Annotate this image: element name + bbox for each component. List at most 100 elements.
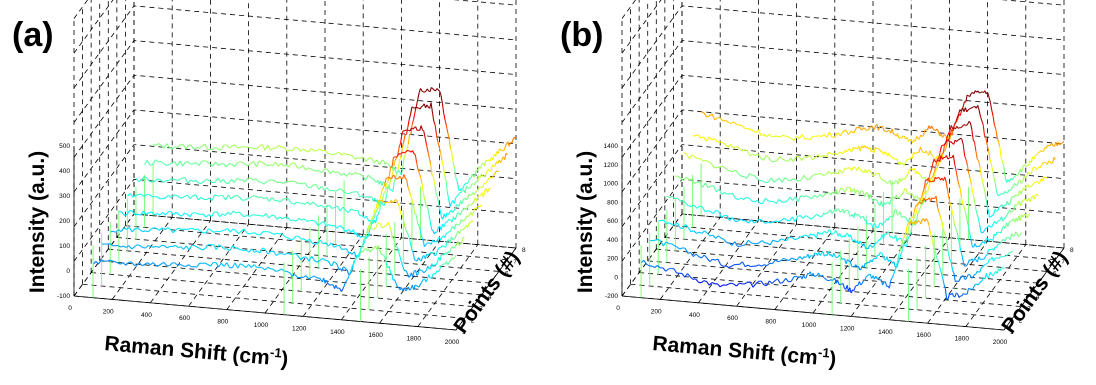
series-segment bbox=[779, 220, 782, 221]
series-segment bbox=[946, 155, 947, 159]
series-segment bbox=[335, 262, 336, 263]
series-segment bbox=[860, 241, 861, 244]
series-segment bbox=[710, 235, 713, 236]
series-segment bbox=[462, 237, 463, 242]
series-segment bbox=[850, 261, 851, 266]
series-segment bbox=[188, 162, 191, 164]
series-segment bbox=[966, 124, 967, 126]
series-segment bbox=[328, 283, 329, 284]
series-segment bbox=[956, 293, 957, 294]
series-segment bbox=[981, 242, 982, 244]
series-segment bbox=[892, 275, 893, 278]
series-segment bbox=[832, 233, 833, 235]
series-segment bbox=[238, 264, 241, 268]
series-segment bbox=[419, 258, 420, 261]
series-segment bbox=[496, 152, 497, 157]
series-segment bbox=[1032, 184, 1033, 186]
series-segment bbox=[879, 173, 880, 178]
series-segment bbox=[972, 129, 973, 139]
series-segment bbox=[851, 151, 852, 152]
series-segment bbox=[996, 232, 997, 236]
series-segment bbox=[349, 173, 352, 175]
series-segment bbox=[434, 121, 435, 125]
series-segment bbox=[802, 134, 805, 139]
series-segment bbox=[357, 174, 360, 175]
series-segment bbox=[173, 230, 176, 233]
series-segment bbox=[719, 166, 722, 167]
series-segment bbox=[731, 283, 734, 284]
series-segment bbox=[228, 228, 231, 232]
series-segment bbox=[949, 130, 950, 133]
series-segment bbox=[356, 257, 357, 258]
series-segment bbox=[1006, 215, 1007, 217]
series-segment bbox=[247, 215, 250, 217]
series-segment bbox=[235, 145, 238, 148]
series-segment bbox=[183, 144, 186, 149]
series-segment bbox=[815, 195, 818, 197]
series-segment bbox=[696, 279, 699, 282]
series-segment bbox=[306, 257, 309, 261]
series-segment bbox=[733, 147, 736, 149]
series-segment bbox=[330, 171, 333, 174]
series-segment bbox=[703, 137, 706, 141]
series-segment bbox=[1029, 161, 1030, 166]
series-segment bbox=[1004, 217, 1005, 219]
series-segment bbox=[393, 182, 394, 191]
series-segment bbox=[694, 182, 697, 183]
series-segment bbox=[429, 158, 430, 164]
series-segment bbox=[320, 149, 323, 151]
series-segment bbox=[975, 258, 976, 260]
series-segment bbox=[388, 222, 389, 226]
series-segment bbox=[177, 180, 180, 181]
series-segment bbox=[756, 130, 759, 133]
series-segment bbox=[652, 266, 655, 267]
series-segment bbox=[994, 247, 995, 251]
series-segment bbox=[470, 195, 471, 196]
series-segment bbox=[157, 228, 160, 230]
series-segment bbox=[452, 211, 453, 213]
series-segment bbox=[982, 232, 983, 233]
series-segment bbox=[943, 277, 944, 284]
series-segment bbox=[474, 208, 475, 212]
series-segment bbox=[728, 122, 731, 123]
series-segment bbox=[460, 189, 461, 191]
series-segment bbox=[274, 216, 277, 220]
y-tick-label: 8 bbox=[522, 247, 526, 254]
series-segment bbox=[408, 233, 409, 236]
series-segment bbox=[302, 203, 305, 204]
series-segment bbox=[360, 157, 363, 158]
series-segment bbox=[472, 212, 473, 216]
series-segment bbox=[455, 217, 456, 220]
series-segment bbox=[703, 160, 706, 161]
series-segment bbox=[406, 151, 407, 152]
series-segment bbox=[185, 178, 188, 184]
series-segment bbox=[495, 162, 496, 166]
series-segment bbox=[755, 176, 758, 179]
series-segment bbox=[234, 178, 237, 182]
series-segment bbox=[489, 188, 490, 189]
series-segment bbox=[228, 195, 231, 199]
series-segment bbox=[983, 124, 984, 135]
series-segment bbox=[327, 169, 330, 174]
series-segment bbox=[1011, 251, 1012, 253]
series-segment bbox=[966, 159, 967, 164]
series-segment bbox=[400, 176, 401, 178]
series-segment bbox=[201, 181, 204, 183]
series-segment bbox=[699, 257, 702, 258]
series-segment bbox=[201, 197, 204, 199]
grid bbox=[622, 0, 1064, 330]
series-segment bbox=[454, 224, 455, 230]
series-segment bbox=[736, 147, 739, 148]
series-segment bbox=[827, 230, 828, 233]
series-segment bbox=[182, 213, 185, 216]
series-segment bbox=[397, 200, 398, 203]
series-segment bbox=[742, 150, 745, 151]
series-segment bbox=[231, 196, 234, 198]
series-segment bbox=[962, 294, 963, 296]
series-segment bbox=[791, 277, 794, 282]
series-segment bbox=[436, 250, 437, 255]
series-segment bbox=[931, 178, 932, 179]
series-segment bbox=[829, 152, 832, 154]
series-segment bbox=[145, 160, 148, 165]
series-segment bbox=[409, 114, 410, 119]
